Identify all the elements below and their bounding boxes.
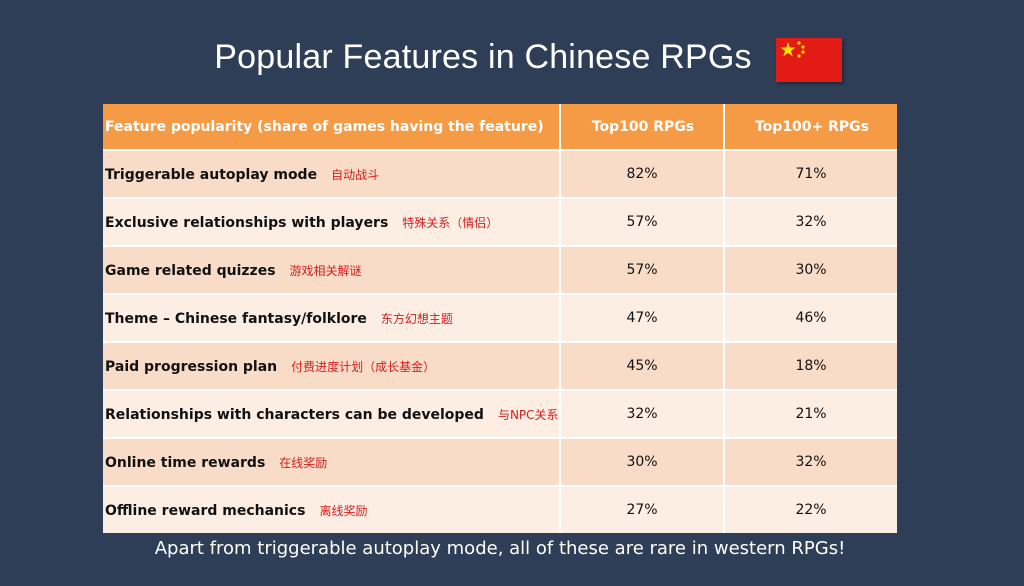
feature-name: Triggerable autoplay mode [105,166,318,183]
feature-cell: Paid progression plan 付费进度计划（成长基金） [103,341,561,390]
feature-table: Feature popularity (share of games havin… [103,104,897,533]
table-row: Exclusive relationships with players 特殊关系… [103,197,897,246]
feature-cell: Offline reward mechanics 离线奖励 [103,485,561,533]
feature-cell: Game related quizzes 游戏相关解谜 [103,245,561,294]
feature-chinese: 离线奖励 [319,503,368,518]
feature-name: Offline reward mechanics [105,502,306,519]
table-row: Game related quizzes 游戏相关解谜 57% 30% [103,245,897,294]
top100plus-value: 22% [724,485,897,533]
feature-cell: Theme – Chinese fantasy/folklore 东方幻想主题 [103,293,561,342]
top100-value: 45% [560,341,725,390]
feature-name: Paid progression plan [105,358,278,375]
top100plus-value: 32% [724,197,897,246]
top100plus-value: 21% [724,389,897,438]
table-header-row: Feature popularity (share of games havin… [103,104,897,150]
feature-chinese: 付费进度计划（成长基金） [291,359,436,374]
feature-cell: Exclusive relationships with players 特殊关系… [103,197,561,246]
feature-chinese: 自动战斗 [331,167,380,182]
top100-value: 32% [560,389,725,438]
top100-value: 57% [560,197,725,246]
column-header-top100: Top100 RPGs [560,104,725,150]
table-row: Theme – Chinese fantasy/folklore 东方幻想主题 4… [103,293,897,342]
feature-cell: Relationships with characters can be dev… [103,389,561,438]
feature-name: Online time rewards [105,454,266,471]
feature-name: Exclusive relationships with players [105,214,389,231]
top100-value: 82% [560,149,725,198]
table-row: Relationships with characters can be dev… [103,389,897,438]
table-row: Paid progression plan 付费进度计划（成长基金） 45% 18… [103,341,897,390]
feature-chinese: 游戏相关解谜 [289,263,362,278]
column-header-top100plus: Top100+ RPGs [724,104,897,150]
china-flag-icon [776,38,842,82]
feature-chinese: 东方幻想主题 [380,311,453,326]
feature-cell: Online time rewards 在线奖励 [103,437,561,486]
feature-name: Theme – Chinese fantasy/folklore [105,310,367,327]
feature-chinese: 在线奖励 [279,455,328,470]
top100-value: 27% [560,485,725,533]
page-title: Popular Features in Chinese RPGs [214,38,752,76]
top100plus-value: 18% [724,341,897,390]
feature-chinese: 与NPC关系 [497,407,559,422]
top100-value: 57% [560,245,725,294]
top100plus-value: 46% [724,293,897,342]
feature-name: Game related quizzes [105,262,276,279]
column-header-feature: Feature popularity (share of games havin… [103,104,561,150]
top100plus-value: 71% [724,149,897,198]
feature-name: Relationships with characters can be dev… [105,406,484,423]
table-row: Online time rewards 在线奖励 30% 32% [103,437,897,486]
top100plus-value: 32% [724,437,897,486]
table-row: Triggerable autoplay mode 自动战斗 82% 71% [103,149,897,198]
table-row: Offline reward mechanics 离线奖励 27% 22% [103,485,897,533]
feature-chinese: 特殊关系（情侣） [402,215,499,230]
top100-value: 47% [560,293,725,342]
footnote: Apart from triggerable autoplay mode, al… [154,538,846,559]
top100-value: 30% [560,437,725,486]
feature-cell: Triggerable autoplay mode 自动战斗 [103,149,561,198]
top100plus-value: 30% [724,245,897,294]
